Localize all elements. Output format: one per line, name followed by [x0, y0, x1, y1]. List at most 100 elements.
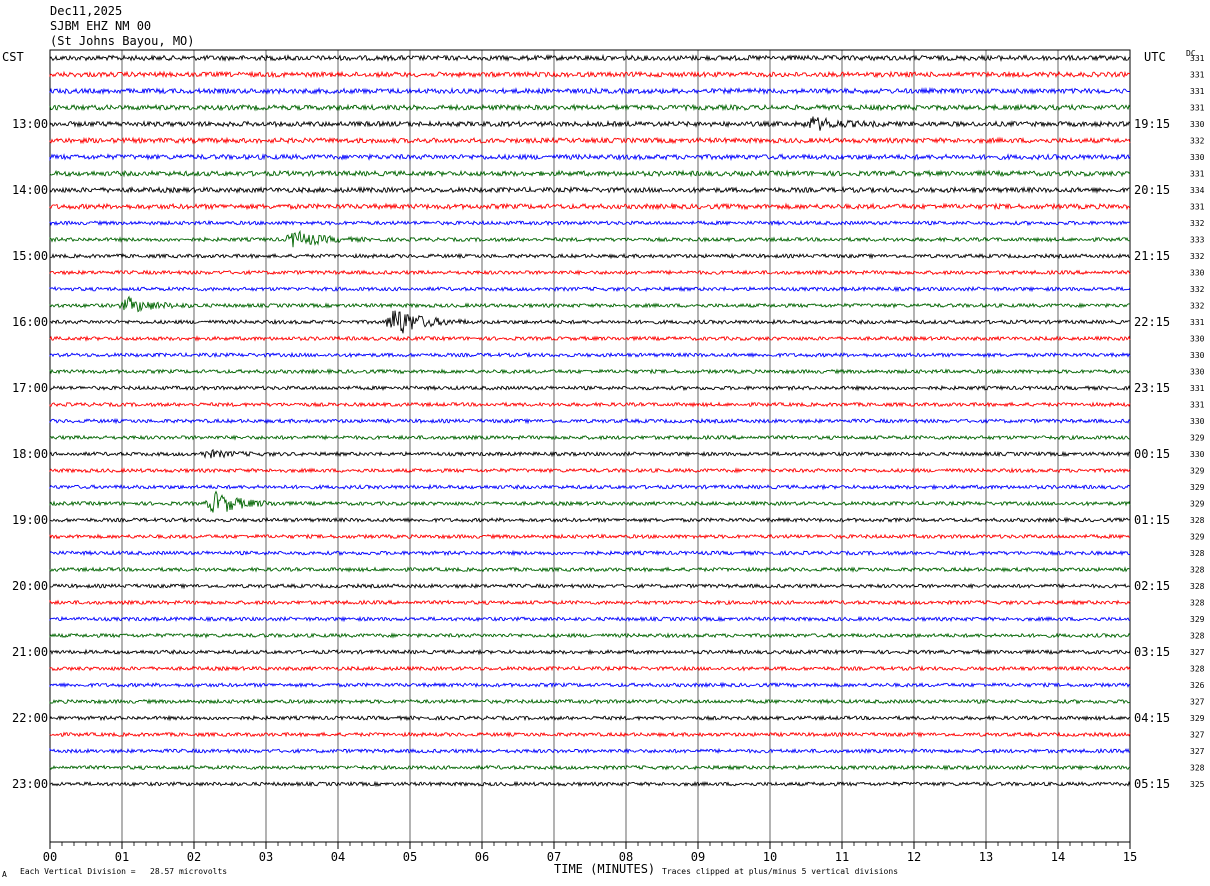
- footer-clip-note: Traces clipped at plus/minus 5 vertical …: [662, 867, 899, 876]
- right-hour-label: 05:15: [1134, 777, 1170, 791]
- x-tick-label: 01: [115, 850, 129, 864]
- left-hour-label: 19:00: [12, 513, 48, 527]
- dc-offset-label: 327: [1190, 648, 1205, 657]
- dc-offset-label: 330: [1190, 368, 1205, 377]
- dc-offset-label: 327: [1190, 747, 1205, 756]
- dc-offset-label: 329: [1190, 500, 1205, 509]
- trace-line: [49, 417, 1131, 425]
- trace-line: [49, 764, 1131, 771]
- trace-line: [49, 401, 1131, 408]
- dc-offset-label: 328: [1190, 566, 1205, 575]
- trace-line: [49, 731, 1131, 738]
- trace-line: [49, 252, 1131, 260]
- x-tick-label: 11: [835, 850, 849, 864]
- trace-line: [49, 116, 1131, 131]
- x-tick-label: 07: [547, 850, 561, 864]
- dc-offset-label: 329: [1190, 533, 1205, 542]
- dc-offset-label: 332: [1190, 137, 1205, 146]
- trace-line: [49, 681, 1131, 689]
- trace-line: [49, 103, 1131, 112]
- right-zone-label: UTC: [1144, 50, 1166, 64]
- dc-offset-label: 332: [1190, 219, 1205, 228]
- trace-line: [49, 780, 1131, 788]
- left-hour-label: 15:00: [12, 249, 48, 263]
- right-hour-label: 01:15: [1134, 513, 1170, 527]
- trace-line: [49, 185, 1130, 194]
- dc-offset-label: 330: [1190, 120, 1205, 129]
- right-hour-label: 21:15: [1134, 249, 1170, 263]
- trace-line: [49, 599, 1131, 606]
- right-hour-label: 04:15: [1134, 711, 1170, 725]
- trace-line: [49, 434, 1131, 441]
- dc-offset-label: 328: [1190, 516, 1205, 525]
- trace-line: [49, 384, 1131, 392]
- right-hour-label: 19:15: [1134, 117, 1170, 131]
- right-hour-label: 22:15: [1134, 315, 1170, 329]
- trace-line: [49, 665, 1131, 672]
- left-hour-label: 20:00: [12, 579, 48, 593]
- x-tick-label: 03: [259, 850, 273, 864]
- dc-offset-label: 329: [1190, 467, 1205, 476]
- footer-scale-note: Each Vertical Division = 28.57 microvolt…: [20, 867, 228, 876]
- x-tick-label: 04: [331, 850, 345, 864]
- header-date: Dec11,2025: [50, 4, 123, 18]
- x-tick-label: 08: [619, 850, 633, 864]
- trace-line: [49, 202, 1131, 211]
- left-hour-label: 16:00: [12, 315, 48, 329]
- x-tick-label: 13: [979, 850, 993, 864]
- trace-line: [49, 698, 1131, 705]
- dc-offset-label: 330: [1190, 153, 1205, 162]
- dc-offset-label: 327: [1190, 698, 1205, 707]
- trace-line: [49, 219, 1131, 227]
- right-hour-label: 20:15: [1134, 183, 1170, 197]
- dc-offset-label: 331: [1190, 401, 1205, 410]
- trace-line: [49, 533, 1131, 540]
- dc-offset-label: 331: [1190, 71, 1205, 80]
- right-hour-label: 02:15: [1134, 579, 1170, 593]
- trace-line: [49, 269, 1131, 276]
- trace-line: [49, 582, 1131, 590]
- dc-offset-label: 329: [1190, 434, 1205, 443]
- trace-line: [49, 648, 1131, 656]
- right-hour-label: 23:15: [1134, 381, 1170, 395]
- trace-line: [49, 53, 1131, 63]
- trace-line: [49, 335, 1131, 342]
- dc-offset-label: 331: [1190, 170, 1205, 179]
- dc-offset-label: 330: [1190, 450, 1205, 459]
- dc-offset-label: 329: [1190, 714, 1205, 723]
- dc-offset-label: 328: [1190, 632, 1205, 641]
- trace-line: [49, 295, 1131, 313]
- left-hour-label: 22:00: [12, 711, 48, 725]
- left-hour-label: 17:00: [12, 381, 48, 395]
- dc-offset-label: 327: [1190, 731, 1205, 740]
- trace-line: [49, 448, 1131, 459]
- dc-offset-label: 334: [1190, 186, 1205, 195]
- dc-offset-label: 331: [1190, 384, 1205, 393]
- dc-offset-label: 329: [1190, 483, 1205, 492]
- plot-frame: [49, 49, 1131, 843]
- trace-line: [49, 467, 1131, 474]
- trace-line: [49, 490, 1131, 513]
- dc-offset-label: 326: [1190, 681, 1205, 690]
- dc-offset-label: 329: [1190, 615, 1205, 624]
- x-tick-label: 05: [403, 850, 417, 864]
- trace-line: [49, 483, 1131, 491]
- trace-line: [49, 229, 1131, 248]
- left-hour-label: 23:00: [12, 777, 48, 791]
- left-hour-label: 18:00: [12, 447, 48, 461]
- dc-offset-label: 328: [1190, 764, 1205, 773]
- dc-offset-label: 332: [1190, 285, 1205, 294]
- x-tick-label: 15: [1123, 850, 1137, 864]
- right-hour-label: 03:15: [1134, 645, 1170, 659]
- trace-line: [49, 747, 1131, 755]
- footer-mark: A: [2, 870, 7, 879]
- trace-line: [49, 632, 1131, 639]
- left-zone-label: CST: [2, 50, 24, 64]
- dc-offset-label: 331: [1190, 104, 1205, 113]
- trace-line: [49, 516, 1131, 524]
- dc-offset-label: 331: [1190, 203, 1205, 212]
- dc-offset-label: 331: [1190, 54, 1205, 63]
- x-tick-label: 00: [43, 850, 57, 864]
- header-station: SJBM EHZ NM 00: [50, 19, 152, 33]
